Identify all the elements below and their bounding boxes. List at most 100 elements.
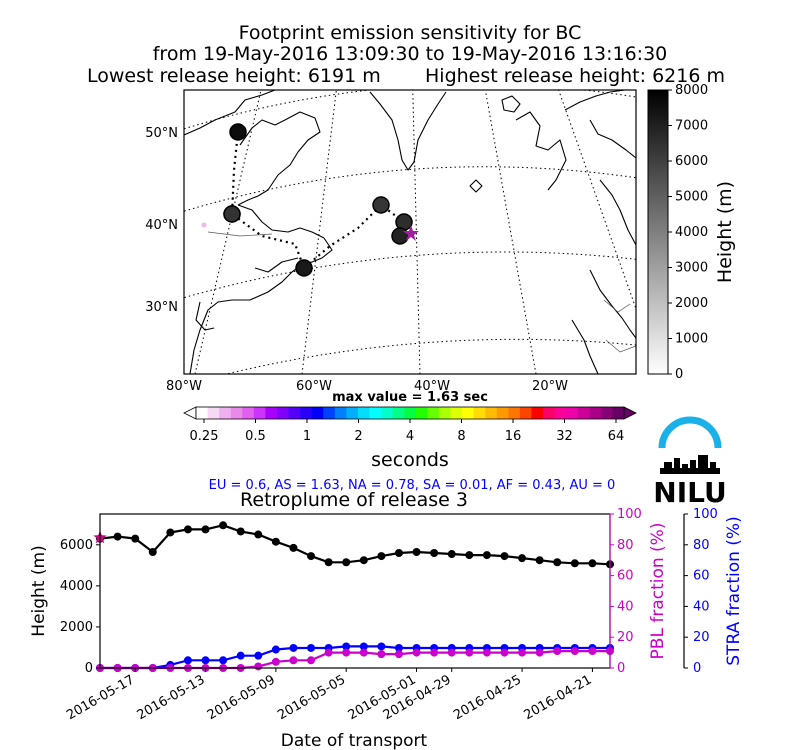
sensitivity-colorbar-tick-label: 8 xyxy=(457,429,465,444)
trajectory-marker xyxy=(391,227,409,245)
pbl-tick-label: 0 xyxy=(617,661,625,676)
series-point-stra xyxy=(201,656,210,665)
region-summary: EU = 0.6, AS = 1.63, NA = 0.78, SA = 0.0… xyxy=(209,478,616,493)
trajectory-marker xyxy=(372,196,390,214)
title-line-2: from 19-May-2016 13:09:30 to 19-May-2016… xyxy=(153,43,668,65)
series-point-pbl xyxy=(570,647,579,656)
sensitivity-colorbar-cell xyxy=(508,407,521,419)
sensitivity-colorbar-cell xyxy=(554,407,567,419)
x-tick-label: 2016-04-21 xyxy=(521,672,594,723)
y-tick-label: 0 xyxy=(85,661,93,676)
sensitivity-colorbar-tick-label: 32 xyxy=(556,429,573,444)
sensitivity-colorbar-cell xyxy=(519,407,532,419)
lon-label-80w: 80°W xyxy=(166,379,202,394)
series-point-stra xyxy=(183,656,192,665)
stra-tick-label: 100 xyxy=(693,507,718,522)
trajectory-marker xyxy=(229,123,247,141)
series-point-stra xyxy=(394,643,403,652)
lon-label-40w: 40°W xyxy=(414,379,450,394)
title-line-1: Footprint emission sensitivity for BC xyxy=(239,22,582,44)
height-colorbar-label: Height (m) xyxy=(714,181,736,283)
x-tick-label: 2016-05-05 xyxy=(275,672,348,723)
series-point-pbl xyxy=(271,657,280,666)
height-colorbar: 0 1000 2000 3000 4000 5000 6000 7000 8000 Height… xyxy=(647,83,736,382)
y-tick-label: 4000 xyxy=(60,579,93,594)
series-point-stra xyxy=(377,642,386,651)
pbl-tick-label: 40 xyxy=(617,599,634,614)
map-borders xyxy=(207,231,636,353)
series-point-pbl xyxy=(342,648,351,657)
sensitivity-colorbar-cell xyxy=(496,407,509,419)
sensitivity-colorbar-cell xyxy=(288,407,301,419)
series-point-pbl xyxy=(394,650,403,659)
series-point-pbl xyxy=(588,647,597,656)
sensitivity-colorbar-cell xyxy=(253,407,266,419)
sensitivity-colorbar-cell xyxy=(196,407,208,419)
height-colorbar-tick-label: 3000 xyxy=(675,261,708,276)
series-point-pbl xyxy=(412,648,421,657)
sensitivity-colorbar-cell xyxy=(219,407,232,419)
series-point-stra xyxy=(254,651,263,660)
stra-tick-label: 40 xyxy=(693,599,710,614)
series-point-pbl xyxy=(447,648,456,657)
sensitivity-colorbar-cell xyxy=(276,407,289,419)
trajectory-marker xyxy=(223,205,241,223)
series-point-pbl xyxy=(535,648,544,657)
stra-tick-label: 0 xyxy=(693,661,701,676)
sensitivity-colorbar-cell xyxy=(612,407,625,419)
series-point-height xyxy=(447,550,456,559)
sensitivity-colorbar-cell xyxy=(473,407,486,419)
sensitivity-colorbar-tick-label: 64 xyxy=(608,429,625,444)
height-colorbar-tick-label: 2000 xyxy=(675,296,708,311)
stra-tick-label: 60 xyxy=(693,569,710,584)
series-point-stra xyxy=(307,643,316,652)
stra-tick-label: 20 xyxy=(693,630,710,645)
height-colorbar-tick-label: 6000 xyxy=(675,154,708,169)
height-colorbar-tick-label: 4000 xyxy=(675,225,708,240)
chart-title: Retroplume of release 3 xyxy=(240,489,468,511)
sensitivity-colorbar-tick-label: 0.5 xyxy=(245,429,266,444)
sensitivity-colorbar-cell xyxy=(207,407,220,419)
sensitivity-colorbar-cell xyxy=(566,407,579,419)
lon-label-20w: 20°W xyxy=(532,379,568,394)
series-point-pbl xyxy=(465,648,474,657)
height-colorbar-tick-label: 8000 xyxy=(675,83,708,98)
series-point-pbl xyxy=(377,650,386,659)
lat-label-30n: 30°N xyxy=(145,300,178,315)
sensitivity-colorbar-cell xyxy=(392,407,405,419)
footprint-dot xyxy=(201,222,207,228)
series-point-height xyxy=(482,551,491,560)
max-value-label: max value = 1.63 sec xyxy=(332,390,488,405)
sensitivity-colorbar-cell xyxy=(381,407,394,419)
x-tick-label: 2016-04-25 xyxy=(451,672,524,723)
series-point-height xyxy=(148,547,157,556)
series-point-stra xyxy=(359,642,368,651)
height-colorbar-tick-label: 7000 xyxy=(675,119,708,134)
series-point-pbl xyxy=(430,648,439,657)
series-point-height xyxy=(219,521,228,530)
sensitivity-colorbar-cell xyxy=(265,407,278,419)
sensitivity-colorbar-cell xyxy=(543,407,555,419)
series-point-height xyxy=(113,532,122,541)
height-colorbar-tick-label: 5000 xyxy=(675,190,708,205)
series-point-pbl xyxy=(359,648,368,657)
series-point-height xyxy=(271,537,280,546)
sensitivity-colorbar-max-extend xyxy=(623,406,637,420)
series-point-pbl xyxy=(553,647,562,656)
sensitivity-colorbar-tick-label: 1 xyxy=(303,429,311,444)
x-tick-label: 2016-05-17 xyxy=(64,672,137,723)
sensitivity-colorbar-cell xyxy=(230,407,243,419)
pbl-tick-label: 60 xyxy=(617,569,634,584)
series-point-stra xyxy=(342,642,351,651)
height-colorbar-tick-label: 0 xyxy=(675,367,683,382)
series-point-height xyxy=(307,552,316,561)
nilu-logo: NILU xyxy=(653,416,727,509)
series-point-height xyxy=(131,534,140,543)
chart-xlabel: Date of transport xyxy=(281,731,428,750)
sensitivity-colorbar-cell xyxy=(357,407,370,419)
figure-header: Footprint emission sensitivity for BC fr… xyxy=(87,22,725,87)
sensitivity-colorbar-cell xyxy=(589,407,602,419)
sensitivity-colorbar-cell xyxy=(323,407,336,419)
sensitivity-colorbar-tick-label: 4 xyxy=(406,429,414,444)
